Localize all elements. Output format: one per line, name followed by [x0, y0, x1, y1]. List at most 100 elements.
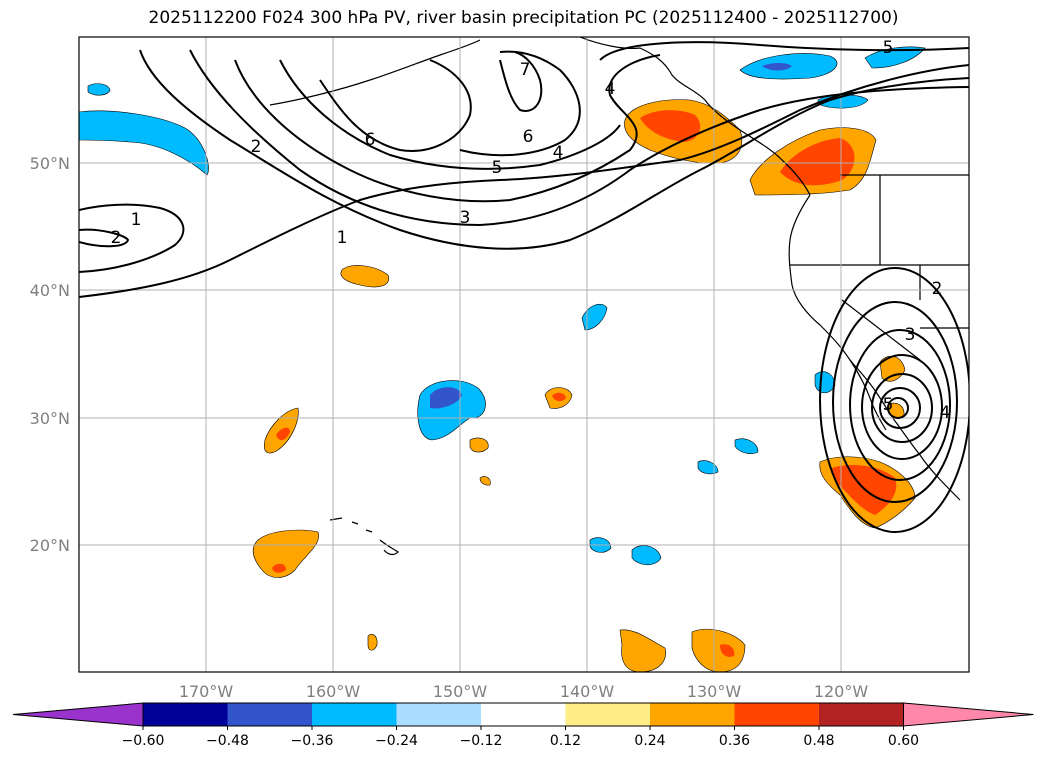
us-border-lines: [790, 174, 969, 361]
colorbar-tick-label: −0.36: [291, 733, 334, 749]
pv-cutoff-ring-1: [819, 267, 969, 533]
pv-label: 4: [553, 143, 564, 163]
colorbar-bin: [565, 703, 650, 726]
graticule: [79, 37, 969, 672]
pv-contour-upper: [599, 41, 969, 61]
precip-pos-mexico-core: [831, 465, 897, 515]
colorbar-outline: [142, 702, 904, 727]
colorbar-tick-label: −0.24: [375, 733, 418, 749]
precip-neg-small1: [87, 83, 111, 96]
lon-label: 150°W: [433, 682, 488, 701]
colorbar-tick-label: −0.12: [460, 733, 503, 749]
lat-label: 40°N: [30, 281, 70, 300]
pv-label: 4: [605, 79, 616, 99]
pv-contour-2a: [79, 203, 185, 273]
lon-label: 130°W: [687, 682, 742, 701]
lon-label: 140°W: [560, 682, 615, 701]
precip-pos-s1: [367, 634, 378, 651]
lat-label: 30°N: [30, 409, 70, 428]
pv-contour-2-main: [139, 49, 969, 250]
colorbar-bin: [819, 703, 904, 726]
colorbar-tick-label: 0.24: [634, 733, 665, 749]
alaska-coast: [579, 37, 811, 196]
pv-label: 2: [111, 228, 122, 248]
pv-cutoff-ring-2: [832, 301, 958, 503]
lon-axis-labels: 170°W 160°W 150°W 140°W 130°W 120°W: [179, 682, 869, 701]
precip-neg-a: [581, 303, 608, 331]
pv-cutoff-ring-6: [879, 387, 921, 429]
pv-cutoff-ring-4: [861, 354, 943, 460]
pv-contour-6b: [459, 50, 581, 157]
pv-label: 5: [883, 38, 894, 58]
precip-pos-s3: [691, 628, 746, 672]
pv-contour-3: [189, 49, 969, 227]
precip-pos-hawaii: [252, 529, 319, 578]
colorbar-bin: [481, 703, 566, 726]
precip-shading: [79, 46, 926, 672]
colorbar-tick-label: 0.48: [803, 733, 834, 749]
map-title: 2025112200 F024 300 hPa PV, river basin …: [148, 8, 899, 28]
lat-axis-labels: 50°N 40°N 30°N 20°N: [30, 154, 70, 555]
precip-pos-c: [469, 437, 489, 453]
precip-pos-pnw-core: [780, 138, 855, 186]
lat-label: 20°N: [30, 536, 70, 555]
baja-peninsula: [849, 359, 887, 431]
pv-cutoff-ring-3: [849, 329, 951, 481]
pv-contour-7: [499, 51, 543, 112]
lon-label: 120°W: [814, 682, 869, 701]
precip-neg-aleutian: [79, 110, 209, 176]
precip-pos-s2: [619, 629, 666, 672]
pv-label: 1: [131, 210, 142, 230]
pv-contours: [79, 41, 969, 533]
precip-neg-b: [734, 438, 759, 454]
precip-pos-d: [479, 476, 491, 486]
pv-label: 2: [932, 279, 943, 299]
pv-label: 3: [460, 208, 471, 228]
pv-label: 7: [520, 60, 531, 80]
pv-label: 6: [523, 127, 534, 147]
pv-contour-6: [319, 59, 472, 152]
colorbar: [12, 702, 1034, 727]
precip-pos-alaska-core: [640, 110, 701, 142]
pv-label: 4: [940, 403, 951, 423]
colorbar-bin: [143, 703, 228, 726]
lon-label: 170°W: [179, 682, 234, 701]
colorbar-tick-label: 0.60: [888, 733, 919, 749]
colorbar-ticks: −0.60 −0.48 −0.36 −0.24 −0.12 0.12 0.24 0.36 0.4…: [122, 726, 919, 749]
pv-label: 6: [365, 130, 376, 150]
precip-pos-hawaii-core: [272, 563, 286, 573]
pv-label: 5: [492, 158, 503, 178]
precip-pos-b-core: [552, 392, 566, 402]
coastlines: [269, 37, 969, 556]
pv-label: 1: [337, 228, 348, 248]
colorbar-extend-min: [12, 702, 144, 727]
colorbar-bin: [227, 703, 312, 726]
colorbar-tick-label: 0.36: [719, 733, 750, 749]
precip-neg-e: [631, 545, 662, 566]
pv-cutoff-ring-7: [887, 397, 909, 419]
colorbar-tick-label: 0.12: [550, 733, 581, 749]
hawaii-islands: [329, 517, 399, 556]
colorbar-extend-max: [903, 702, 1034, 727]
precip-neg-gulf-core: [762, 63, 792, 71]
precip-pos-west: [340, 265, 390, 288]
pv-label: 5: [883, 395, 894, 415]
colorbar-bin: [650, 703, 735, 726]
aleutian-chain: [269, 39, 481, 106]
lon-label: 160°W: [306, 682, 361, 701]
pv-contour-1: [79, 64, 969, 298]
pv-labels: 1 2 1 2 3 4 5 6 7 4 5 6 2 3 4 5: [111, 38, 951, 423]
pv-cutoff-ring-5: [871, 373, 933, 443]
colorbar-bin: [396, 703, 481, 726]
pv-contour-2b: [79, 228, 130, 248]
precip-neg-c: [697, 460, 719, 475]
pv-label: 3: [905, 325, 916, 345]
colorbar-tick-label: −0.48: [206, 733, 249, 749]
pv-contour-4: [234, 54, 661, 203]
colorbar-tick-label: −0.60: [122, 733, 165, 749]
pv-label: 2: [251, 137, 262, 157]
precip-neg-mid-core: [430, 387, 462, 409]
plot-frame: [78, 36, 970, 673]
colorbar-bin: [734, 703, 819, 726]
